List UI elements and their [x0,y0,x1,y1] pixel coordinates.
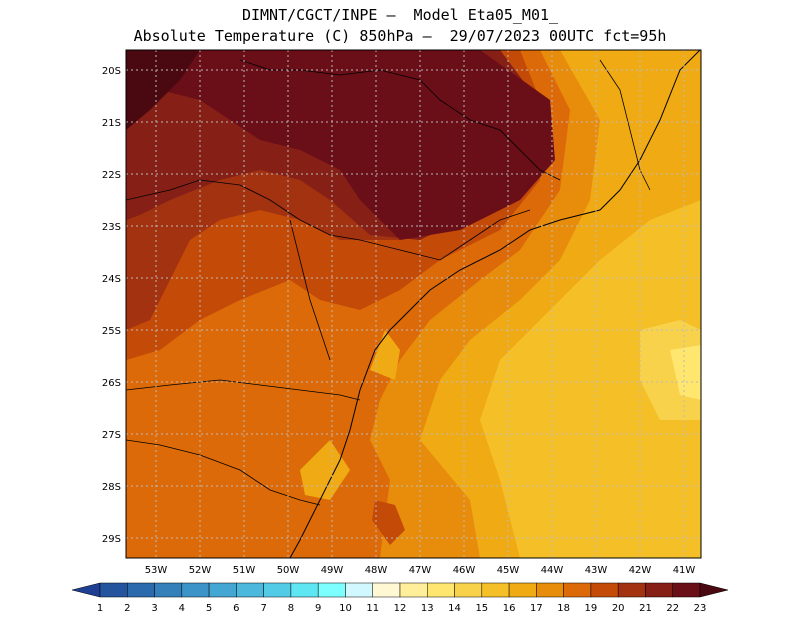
lat-label-22S: 22S [102,170,121,181]
colorbar-swatch [645,582,673,598]
colorbar-swatch [590,582,619,598]
lat-label-29S: 29S [102,534,121,545]
lat-label-21S: 21S [102,118,121,129]
colorbar-swatch [563,582,592,598]
colorbar-label: 7 [260,603,266,614]
coastal-cool-pocket [300,440,350,500]
band-23 [126,50,555,240]
colorbar-swatch [508,582,537,598]
temperature-field [126,50,701,558]
colorbar-swatch [154,582,183,598]
colorbar-swatch [236,582,264,598]
colorbar-label: 3 [151,603,157,614]
colorbar-label: 18 [557,603,570,614]
lon-label-42W: 42W [629,565,652,576]
chart-title-line-2: Absolute Temperature (C) 850hPa – 29/07/… [133,27,667,45]
lat-label-28S: 28S [102,482,121,493]
colorbar-label: 21 [639,603,652,614]
colorbar-swatch [181,582,210,598]
state-border-pr-sc [126,379,361,401]
colorbar-swatch [481,582,510,598]
temperature-map: 20S 21S 22S 23S 24S 25S 26S 27S 28S 29S 53W 52W 51W… [102,49,702,576]
lat-label-20S: 20S [102,66,121,77]
chart-title-line-1: DIMNT/CGCT/INPE – Model Eta05_M01_ [241,6,559,24]
lat-label-23S: 23S [102,222,121,233]
colorbar-label: 23 [694,603,707,614]
colorbar: 1 2 3 4 5 6 7 8 9 10 11 12 13 14 15 16 17 18 19 20 21 22 23 [71,582,729,614]
latitude-labels: 20S 21S 22S 23S 24S 25S 26S 27S 28S 29S [102,66,121,545]
colorbar-label: 11 [366,603,379,614]
river-border [289,219,331,361]
grid-lines [126,50,701,558]
colorbar-swatch [617,582,646,598]
band-16 [480,200,701,558]
colorbar-label: 19 [585,603,598,614]
colorbar-swatch [345,582,373,598]
lon-label-41W: 41W [673,565,696,576]
lat-label-24S: 24S [102,274,121,285]
colorbar-swatch [454,582,483,598]
colorbar-swatch [317,582,346,598]
lon-label-44W: 44W [541,565,564,576]
colorbar-label: 12 [394,603,407,614]
colorbar-swatch [290,582,319,598]
colorbar-min-triangle [71,582,101,598]
colorbar-label: 10 [339,603,352,614]
lon-label-50W: 50W [277,565,300,576]
map-frame [125,49,702,559]
colorbar-swatch [427,582,455,598]
colorbar-label: 2 [124,603,130,614]
colorbar-label: 14 [448,603,461,614]
lon-label-51W: 51W [233,565,256,576]
colorbar-label: 13 [421,603,434,614]
state-border-sc-rs [126,439,321,506]
state-border-mg-es [599,59,651,191]
colorbar-max-triangle [699,582,729,598]
lon-label-48W: 48W [365,565,388,576]
colorbar-label: 8 [288,603,294,614]
colorbar-swatch [399,582,428,598]
colorbar-swatch [99,582,128,598]
colorbar-label: 5 [206,603,212,614]
colorbar-label: 4 [179,603,185,614]
colorbar-swatch [127,582,155,598]
colorbar-label: 20 [612,603,625,614]
colorbar-label: 15 [475,603,488,614]
lon-label-52W: 52W [189,565,212,576]
colorbar-label: 6 [233,603,239,614]
lon-label-46W: 46W [453,565,476,576]
colorbar-swatch [372,582,401,598]
colorbar-swatch [263,582,292,598]
coastal-cool-strip [370,330,400,380]
offshore-warm-blob [372,500,405,545]
lon-label-47W: 47W [409,565,432,576]
lon-label-45W: 45W [497,565,520,576]
coastline [289,50,701,558]
colorbar-label: 9 [315,603,321,614]
lat-label-27S: 27S [102,430,121,441]
colorbar-label: 16 [503,603,516,614]
lon-label-53W: 53W [145,565,168,576]
lat-label-25S: 25S [102,326,121,337]
colorbar-label: 1 [97,603,103,614]
lat-label-26S: 26S [102,378,121,389]
state-border-mg-sp [239,59,561,181]
band-14 [670,345,701,400]
colorbar-label: 22 [666,603,679,614]
colorbar-swatch [536,582,564,598]
lon-label-43W: 43W [585,565,608,576]
lon-label-49W: 49W [321,565,344,576]
longitude-labels: 53W 52W 51W 50W 49W 48W 47W 46W 45W 44W 43W 42W 41W [145,565,696,576]
colorbar-swatch [672,582,701,598]
colorbar-label: 17 [530,603,543,614]
colorbar-swatch [208,582,237,598]
